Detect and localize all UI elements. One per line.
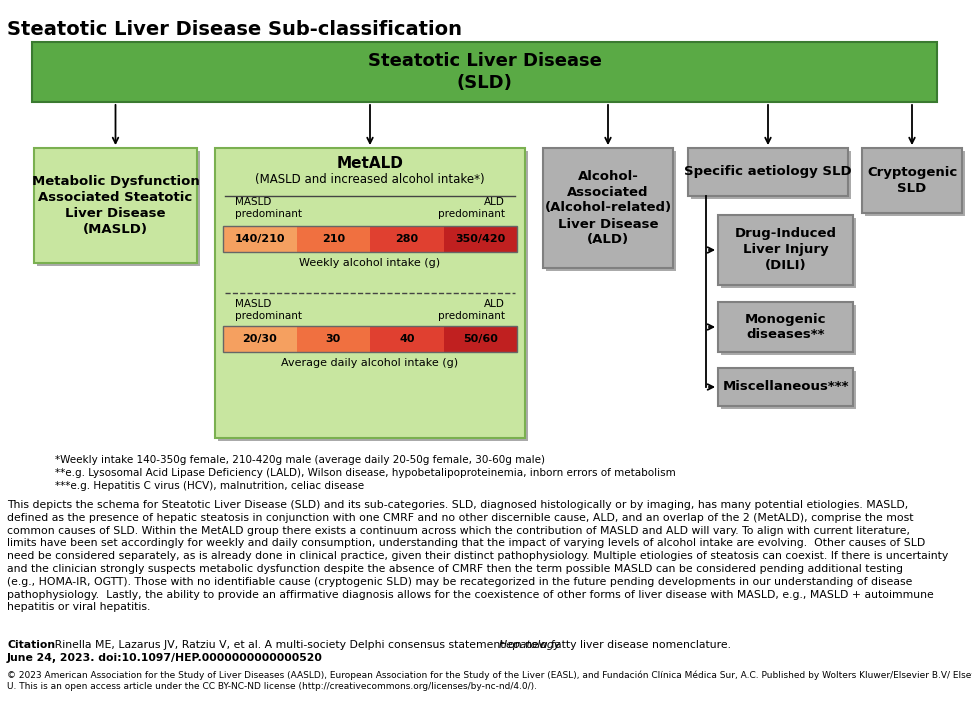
FancyBboxPatch shape [218,151,528,441]
Text: © 2023 American Association for the Study of Liver Diseases (AASLD), European As: © 2023 American Association for the Stud… [7,670,972,691]
Text: 280: 280 [396,234,418,244]
Text: Specific aetiology SLD: Specific aetiology SLD [684,166,851,178]
FancyBboxPatch shape [296,326,370,352]
FancyBboxPatch shape [223,326,296,352]
FancyBboxPatch shape [370,326,443,352]
Text: Metabolic Dysfunction
Associated Steatotic
Liver Disease
(MASLD): Metabolic Dysfunction Associated Steatot… [32,175,199,236]
Text: Drug-Induced
Liver Injury
(DILI): Drug-Induced Liver Injury (DILI) [735,227,837,272]
FancyBboxPatch shape [721,371,856,409]
Text: 210: 210 [322,234,345,244]
FancyBboxPatch shape [443,226,517,252]
Text: MetALD: MetALD [336,157,403,171]
Text: **e.g. Lysosomal Acid Lipase Deficiency (LALD), Wilson disease, hypobetalipoprot: **e.g. Lysosomal Acid Lipase Deficiency … [55,468,676,478]
Text: Miscellaneous***: Miscellaneous*** [722,380,849,394]
Text: Average daily alcohol intake (g): Average daily alcohol intake (g) [282,358,459,368]
Text: 50/60: 50/60 [463,334,498,344]
FancyBboxPatch shape [34,148,197,263]
Text: ***e.g. Hepatitis C virus (HCV), malnutrition, celiac disease: ***e.g. Hepatitis C virus (HCV), malnutr… [55,481,364,491]
Text: Hepatology: Hepatology [499,640,561,650]
FancyBboxPatch shape [370,226,443,252]
Text: ALD
predominant: ALD predominant [438,299,505,321]
FancyBboxPatch shape [718,302,853,352]
FancyBboxPatch shape [721,218,856,288]
FancyBboxPatch shape [223,226,296,252]
Text: 40: 40 [399,334,414,344]
Text: June 24, 2023. doi:10.1097/HEP.0000000000000520: June 24, 2023. doi:10.1097/HEP.000000000… [7,653,323,663]
Text: : Rinella ME, Lazarus JV, Ratziu V, et al. A multi-society Delphi consensus stat: : Rinella ME, Lazarus JV, Ratziu V, et a… [44,640,735,650]
FancyBboxPatch shape [718,215,853,285]
Text: MASLD
predominant: MASLD predominant [235,299,302,321]
Text: 140/210: 140/210 [234,234,285,244]
FancyBboxPatch shape [546,151,676,271]
Text: *Weekly intake 140-350g female, 210-420g male (average daily 20-50g female, 30-6: *Weekly intake 140-350g female, 210-420g… [55,455,545,465]
Text: Monogenic
diseases**: Monogenic diseases** [745,312,826,341]
FancyBboxPatch shape [865,151,965,216]
Text: Cryptogenic
SLD: Cryptogenic SLD [867,166,957,195]
FancyBboxPatch shape [688,148,848,196]
FancyBboxPatch shape [721,305,856,355]
Text: MASLD
predominant: MASLD predominant [235,197,302,219]
Text: Weekly alcohol intake (g): Weekly alcohol intake (g) [299,258,440,268]
FancyBboxPatch shape [37,151,200,266]
FancyBboxPatch shape [443,326,517,352]
FancyBboxPatch shape [718,368,853,406]
FancyBboxPatch shape [215,148,525,438]
Text: 30: 30 [326,334,341,344]
FancyBboxPatch shape [862,148,962,213]
FancyBboxPatch shape [32,42,937,102]
Text: (MASLD and increased alcohol intake*): (MASLD and increased alcohol intake*) [256,173,485,187]
FancyBboxPatch shape [543,148,673,268]
Text: 20/30: 20/30 [242,334,277,344]
Text: Steatotic Liver Disease Sub-classification: Steatotic Liver Disease Sub-classificati… [7,20,462,39]
Text: 350/420: 350/420 [455,234,505,244]
Text: ALD
predominant: ALD predominant [438,197,505,219]
Text: Alcohol-
Associated
(Alcohol-related)
Liver Disease
(ALD): Alcohol- Associated (Alcohol-related) Li… [544,169,672,246]
FancyBboxPatch shape [691,151,851,199]
Text: Steatotic Liver Disease
(SLD): Steatotic Liver Disease (SLD) [367,52,602,92]
Text: This depicts the schema for Steatotic Liver Disease (SLD) and its sub-categories: This depicts the schema for Steatotic Li… [7,500,949,612]
FancyBboxPatch shape [296,226,370,252]
Text: Citation: Citation [7,640,55,650]
